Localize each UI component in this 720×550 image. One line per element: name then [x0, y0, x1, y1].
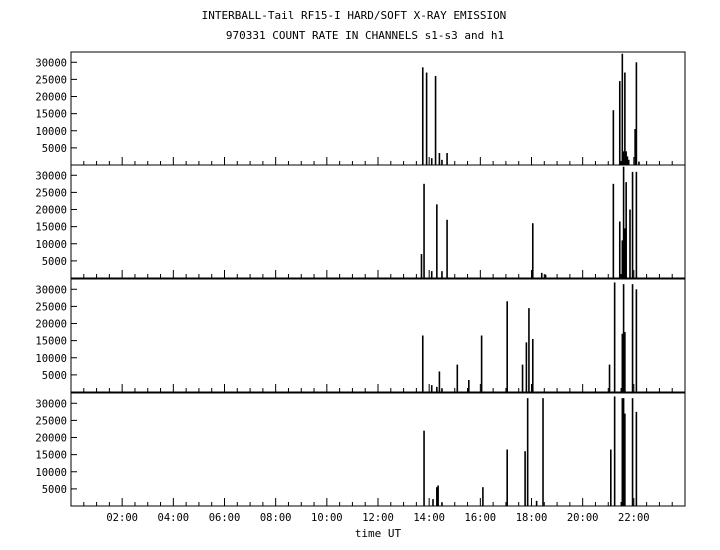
x-tick-label: 10:00: [311, 512, 343, 524]
panel-3-y-tick-label: 30000: [35, 284, 67, 296]
x-tick-label: 12:00: [362, 512, 394, 524]
panel-1-frame: [70, 51, 686, 166]
panel-4-y-tick-label: 30000: [35, 398, 67, 410]
panel-4-y-tick-label: 20000: [35, 433, 67, 445]
x-tick-label: 02:00: [106, 512, 138, 524]
panel-2-y-tick-label: 10000: [35, 239, 67, 251]
x-tick-label: 04:00: [158, 512, 190, 524]
panel-2-y-tick-label: 5000: [42, 256, 67, 268]
panel-2-y-tick-label: 25000: [35, 187, 67, 199]
panel-2-y-tick-label: 15000: [35, 222, 67, 234]
panel-2-y-tick-label: 30000: [35, 170, 67, 182]
panel-3-y-tick-label: 15000: [35, 336, 67, 348]
panel-1-y-tick-label: 15000: [35, 109, 67, 121]
panel-2-frame: [70, 164, 686, 279]
panel-3-frame: [70, 278, 686, 393]
x-tick-label: 22:00: [618, 512, 650, 524]
panel-4-y-tick-label: 25000: [35, 415, 67, 427]
panel-1-y-tick-label: 5000: [42, 143, 67, 155]
panel-4-y-tick-label: 10000: [35, 467, 67, 479]
panel-1-y-tick-label: 25000: [35, 74, 67, 86]
panel-3-y-tick-label: 20000: [35, 319, 67, 331]
panel-1-y-tick-label: 20000: [35, 92, 67, 104]
panel-4-y-tick-label: 5000: [42, 484, 67, 496]
panel-1-y-tick-label: 30000: [35, 57, 67, 69]
plot-area: 5000 10000 15000 20000 25000 30000 5000 10000 15…: [35, 51, 686, 524]
x-tick-label: 18:00: [516, 512, 548, 524]
x-tick-label: 06:00: [209, 512, 241, 524]
panel-4-y-tick-label: 15000: [35, 450, 67, 462]
panel-3-y-tick-label: 10000: [35, 353, 67, 365]
chart-subtitle: 970331 COUNT RATE IN CHANNELS s1-s3 and …: [226, 29, 504, 42]
x-tick-label: 14:00: [413, 512, 445, 524]
panel-2-y-tick-label: 20000: [35, 205, 67, 217]
x-tick-label: 08:00: [260, 512, 292, 524]
x-tick-label: 20:00: [567, 512, 599, 524]
panel-1-y-tick-label: 10000: [35, 126, 67, 138]
panel-4-frame: [70, 392, 686, 507]
chart-title: INTERBALL-Tail RF15-I HARD/SOFT X-RAY EM…: [202, 9, 507, 22]
x-axis-label: time UT: [355, 527, 402, 540]
panel-3-y-tick-label: 25000: [35, 301, 67, 313]
panel-3-y-tick-label: 5000: [42, 370, 67, 382]
x-tick-label: 16:00: [465, 512, 497, 524]
